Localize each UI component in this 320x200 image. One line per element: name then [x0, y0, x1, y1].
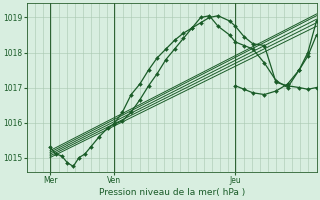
X-axis label: Pression niveau de la mer( hPa ): Pression niveau de la mer( hPa ): [99, 188, 245, 197]
